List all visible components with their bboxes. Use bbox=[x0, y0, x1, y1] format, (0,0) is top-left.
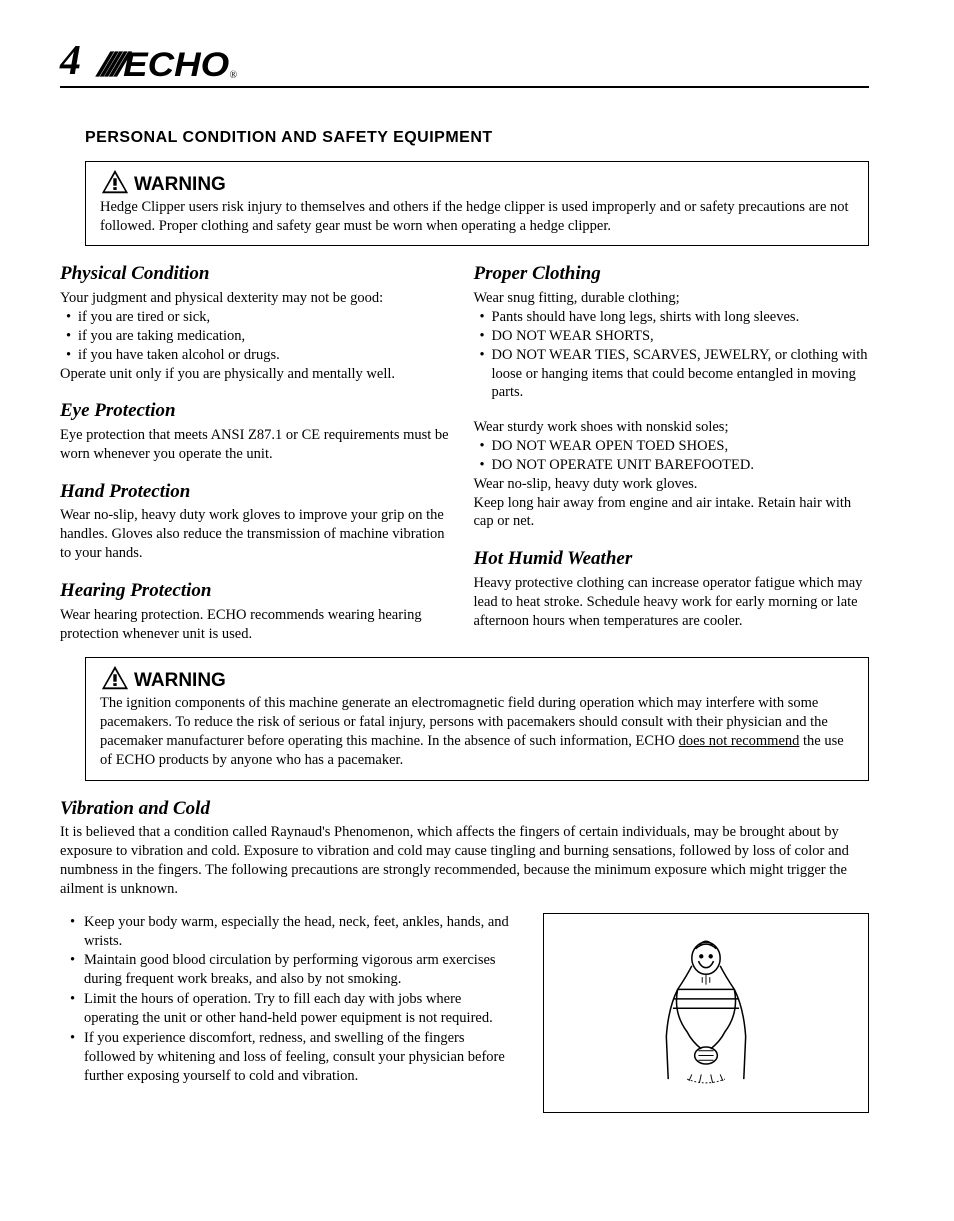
list-item: DO NOT WEAR OPEN TOED SHOES, bbox=[474, 437, 870, 456]
warning-icon bbox=[100, 664, 130, 692]
vibration-row: Keep your body warm, especially the head… bbox=[60, 913, 869, 1113]
clothing-title: Proper Clothing bbox=[474, 262, 870, 287]
hearing-protection-section: Hearing Protection Wear hearing protecti… bbox=[60, 579, 456, 643]
clothing-list-2: DO NOT WEAR OPEN TOED SHOES, DO NOT OPER… bbox=[474, 437, 870, 475]
list-item: DO NOT WEAR SHORTS, bbox=[474, 327, 870, 346]
warning-label: WARNING bbox=[134, 671, 226, 692]
hot-text: Heavy protective clothing can increase o… bbox=[474, 574, 870, 631]
warning-2-text: The ignition components of this machine … bbox=[100, 694, 854, 769]
list-item: Maintain good blood circulation by perfo… bbox=[60, 951, 513, 989]
list-item: Keep your body warm, especially the head… bbox=[60, 913, 513, 951]
vibration-list: Keep your body warm, especially the head… bbox=[60, 913, 513, 1087]
list-item: DO NOT WEAR TIES, SCARVES, JEWELRY, or c… bbox=[474, 346, 870, 403]
warning-box-2: WARNING The ignition components of this … bbox=[85, 657, 869, 780]
hot-weather-section: Hot Humid Weather Heavy protective cloth… bbox=[474, 547, 870, 630]
clothing-out2: Keep long hair away from engine and air … bbox=[474, 494, 870, 532]
logo-slashes: ///// bbox=[95, 48, 124, 82]
right-column: Proper Clothing Wear snug fitting, durab… bbox=[474, 262, 870, 651]
physical-condition-section: Physical Condition Your judgment and phy… bbox=[60, 262, 456, 383]
proper-clothing-section: Proper Clothing Wear snug fitting, durab… bbox=[474, 262, 870, 531]
hearing-text: Wear hearing protection. ECHO recommends… bbox=[60, 606, 456, 644]
warning-header: WARNING bbox=[100, 664, 854, 692]
list-item: Limit the hours of operation. Try to fil… bbox=[60, 990, 513, 1028]
physical-outro: Operate unit only if you are physically … bbox=[60, 365, 456, 384]
list-item: DO NOT OPERATE UNIT BAREFOOTED. bbox=[474, 456, 870, 475]
page-header: 4 ///// ECHO ® bbox=[60, 40, 869, 88]
echo-logo: ///// ECHO ® bbox=[99, 48, 237, 82]
physical-title: Physical Condition bbox=[60, 262, 456, 287]
section-title: PERSONAL CONDITION AND SAFETY EQUIPMENT bbox=[85, 128, 869, 149]
page-number: 4 bbox=[60, 40, 81, 82]
warning-box-1: WARNING Hedge Clipper users risk injury … bbox=[85, 161, 869, 247]
physical-intro: Your judgment and physical dexterity may… bbox=[60, 289, 456, 308]
two-column-layout: Physical Condition Your judgment and phy… bbox=[60, 262, 869, 651]
warning-2-underline: does not recommend bbox=[679, 733, 800, 749]
operator-illustration bbox=[543, 913, 869, 1113]
logo-text: ECHO bbox=[123, 48, 229, 82]
warning-label: WARNING bbox=[134, 175, 226, 196]
clothing-out1: Wear no-slip, heavy duty work gloves. bbox=[474, 475, 870, 494]
hot-title: Hot Humid Weather bbox=[474, 547, 870, 572]
warning-header: WARNING bbox=[100, 168, 854, 196]
hand-title: Hand Protection bbox=[60, 480, 456, 505]
hand-text: Wear no-slip, heavy duty work gloves to … bbox=[60, 506, 456, 563]
list-item: Pants should have long legs, shirts with… bbox=[474, 308, 870, 327]
hand-protection-section: Hand Protection Wear no-slip, heavy duty… bbox=[60, 480, 456, 563]
eye-protection-section: Eye Protection Eye protection that meets… bbox=[60, 399, 456, 463]
physical-list: if you are tired or sick, if you are tak… bbox=[60, 308, 456, 365]
vibration-cold-section: Vibration and Cold It is believed that a… bbox=[60, 797, 869, 899]
clothing-list-1: Pants should have long legs, shirts with… bbox=[474, 308, 870, 402]
vibration-title: Vibration and Cold bbox=[60, 797, 869, 822]
list-item: if you have taken alcohol or drugs. bbox=[60, 346, 456, 365]
eye-title: Eye Protection bbox=[60, 399, 456, 424]
list-item: If you experience discomfort, redness, a… bbox=[60, 1029, 513, 1086]
person-icon bbox=[621, 928, 791, 1098]
logo-registered: ® bbox=[229, 69, 237, 82]
list-item: if you are tired or sick, bbox=[60, 308, 456, 327]
clothing-mid: Wear sturdy work shoes with nonskid sole… bbox=[474, 418, 870, 437]
warning-icon bbox=[100, 168, 130, 196]
list-item: if you are taking medication, bbox=[60, 327, 456, 346]
clothing-intro: Wear snug fitting, durable clothing; bbox=[474, 289, 870, 308]
vibration-intro: It is believed that a condition called R… bbox=[60, 823, 869, 898]
hearing-title: Hearing Protection bbox=[60, 579, 456, 604]
eye-text: Eye protection that meets ANSI Z87.1 or … bbox=[60, 426, 456, 464]
left-column: Physical Condition Your judgment and phy… bbox=[60, 262, 456, 651]
warning-1-text: Hedge Clipper users risk injury to thems… bbox=[100, 198, 854, 236]
